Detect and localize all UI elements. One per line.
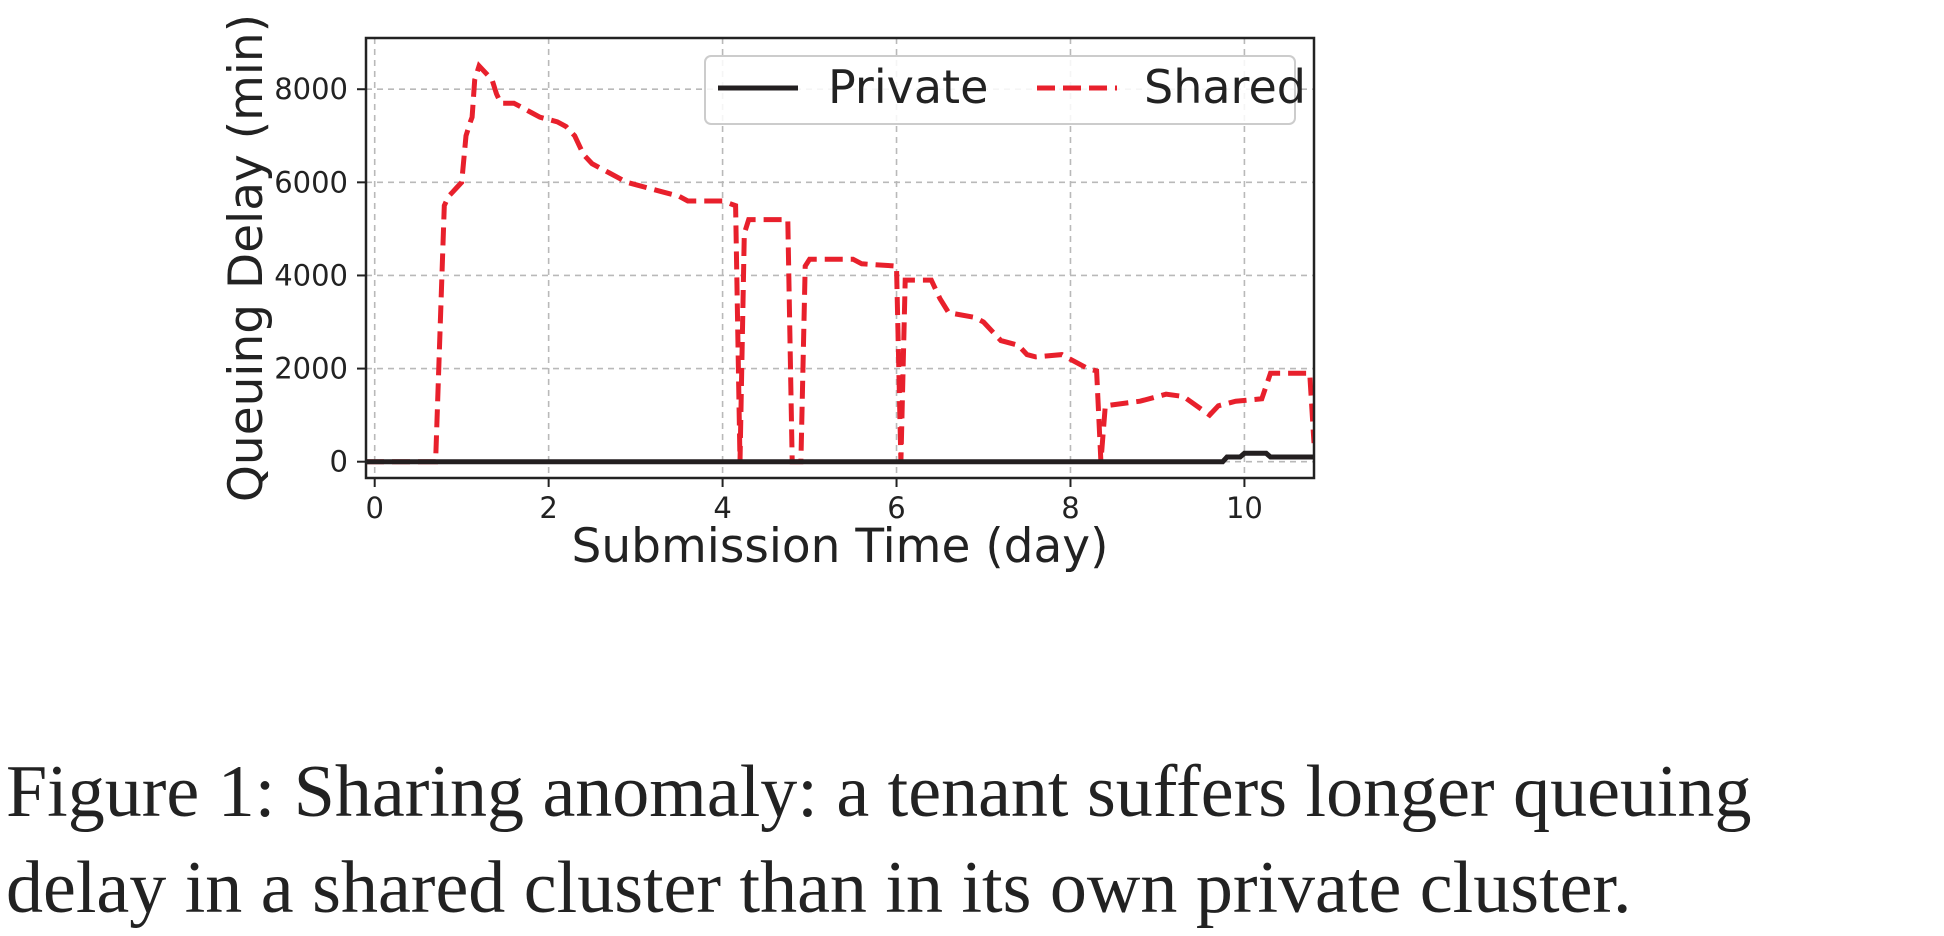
legend-label-private: Private <box>828 60 988 114</box>
chart-area: 0 2 4 6 8 10 0 2000 4000 6000 8000 Submission Time… <box>219 14 1316 574</box>
series-line-private <box>366 450 1314 465</box>
plot-frame <box>364 36 1316 480</box>
caption-line-2: delay in a shared cluster than in its ow… <box>6 847 1632 929</box>
y-tick-label-8000: 8000 <box>274 72 348 106</box>
figure-caption: Figure 1: Sharing anomaly: a tenant suff… <box>6 744 1936 936</box>
x-tick-label-2: 2 <box>539 491 557 525</box>
legend: Private Shared <box>704 55 1306 125</box>
y-tick-label-2000: 2000 <box>274 352 348 386</box>
series-lines <box>366 61 1314 465</box>
line-chart: 0 2 4 6 8 10 0 2000 4000 6000 8000 Submission Time… <box>219 14 1316 574</box>
x-tick-label-4: 4 <box>713 491 731 525</box>
legend-label-shared: Shared <box>1144 60 1306 114</box>
x-tick-label-6: 6 <box>887 491 905 525</box>
axis-ticks: 0 2 4 6 8 10 0 2000 4000 6000 8000 <box>274 72 1263 525</box>
y-axis-title: Queuing Delay (min) <box>219 14 274 502</box>
x-tick-label-10: 10 <box>1226 491 1263 525</box>
series-line-shared <box>366 61 1314 465</box>
x-axis-title: Submission Time (day) <box>572 519 1109 574</box>
y-tick-label-6000: 6000 <box>274 165 348 199</box>
x-tick-label-0: 0 <box>365 491 383 525</box>
legend-box <box>704 55 1296 125</box>
caption-line-1: Figure 1: Sharing anomaly: a tenant suff… <box>6 751 1752 833</box>
x-tick-label-8: 8 <box>1061 491 1079 525</box>
y-tick-label-4000: 4000 <box>274 258 348 292</box>
y-tick-label-0: 0 <box>330 445 348 479</box>
